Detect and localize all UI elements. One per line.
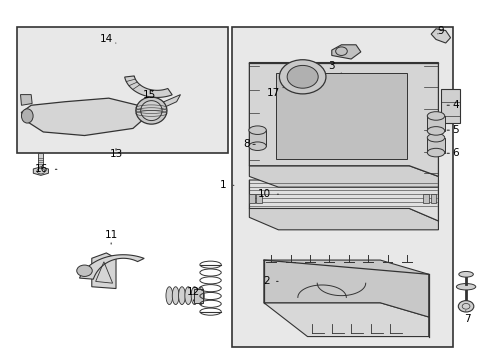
Ellipse shape bbox=[427, 127, 444, 135]
Polygon shape bbox=[264, 260, 428, 317]
Text: 4: 4 bbox=[446, 100, 458, 110]
Text: 1: 1 bbox=[220, 180, 233, 190]
Polygon shape bbox=[20, 95, 32, 105]
Polygon shape bbox=[249, 63, 438, 176]
Bar bbox=[39, 153, 43, 167]
Bar bbox=[17, 27, 227, 153]
Bar bbox=[232, 27, 452, 347]
Bar bbox=[427, 138, 444, 153]
Ellipse shape bbox=[458, 271, 472, 277]
Bar bbox=[193, 288, 203, 303]
Text: 5: 5 bbox=[446, 125, 458, 135]
Text: 2: 2 bbox=[263, 276, 278, 287]
Ellipse shape bbox=[172, 287, 179, 305]
Text: 13: 13 bbox=[109, 149, 122, 159]
Polygon shape bbox=[249, 180, 438, 221]
Ellipse shape bbox=[191, 287, 198, 305]
Polygon shape bbox=[249, 208, 438, 230]
Bar bbox=[440, 89, 459, 123]
Circle shape bbox=[457, 301, 473, 312]
Text: 17: 17 bbox=[266, 87, 283, 98]
Ellipse shape bbox=[455, 284, 475, 290]
Text: 16: 16 bbox=[35, 164, 57, 174]
Ellipse shape bbox=[248, 126, 266, 134]
Ellipse shape bbox=[21, 109, 33, 123]
Ellipse shape bbox=[184, 287, 191, 305]
Text: 7: 7 bbox=[463, 311, 470, 324]
Polygon shape bbox=[249, 166, 438, 187]
Ellipse shape bbox=[141, 101, 162, 121]
Polygon shape bbox=[21, 98, 145, 135]
Text: 6: 6 bbox=[446, 148, 458, 158]
Ellipse shape bbox=[178, 287, 185, 305]
Polygon shape bbox=[264, 303, 428, 337]
Bar bbox=[423, 194, 428, 203]
Ellipse shape bbox=[427, 112, 444, 120]
Text: 14: 14 bbox=[100, 35, 116, 44]
Polygon shape bbox=[430, 29, 449, 43]
Bar bbox=[248, 194, 254, 203]
Bar bbox=[234, 29, 449, 346]
Bar bbox=[256, 194, 262, 203]
Polygon shape bbox=[92, 253, 116, 288]
Polygon shape bbox=[33, 167, 48, 175]
Text: 8: 8 bbox=[243, 139, 255, 149]
Ellipse shape bbox=[197, 287, 204, 305]
Ellipse shape bbox=[248, 142, 266, 150]
Circle shape bbox=[77, 265, 92, 276]
Ellipse shape bbox=[427, 148, 444, 157]
Ellipse shape bbox=[427, 134, 444, 142]
Bar bbox=[19, 29, 224, 152]
Polygon shape bbox=[80, 255, 144, 279]
Text: 12: 12 bbox=[186, 287, 200, 301]
Text: 11: 11 bbox=[104, 230, 118, 244]
Ellipse shape bbox=[165, 287, 172, 305]
Bar bbox=[430, 194, 436, 203]
Ellipse shape bbox=[136, 97, 166, 124]
Polygon shape bbox=[145, 95, 180, 116]
Text: 3: 3 bbox=[328, 61, 341, 73]
Text: 9: 9 bbox=[437, 26, 443, 36]
Bar bbox=[275, 73, 406, 159]
Text: 15: 15 bbox=[142, 90, 155, 100]
Text: 10: 10 bbox=[257, 189, 278, 199]
Polygon shape bbox=[331, 45, 360, 59]
Bar bbox=[248, 130, 266, 146]
Bar bbox=[427, 116, 444, 131]
Circle shape bbox=[286, 66, 318, 88]
Circle shape bbox=[279, 60, 325, 94]
Polygon shape bbox=[124, 76, 172, 98]
